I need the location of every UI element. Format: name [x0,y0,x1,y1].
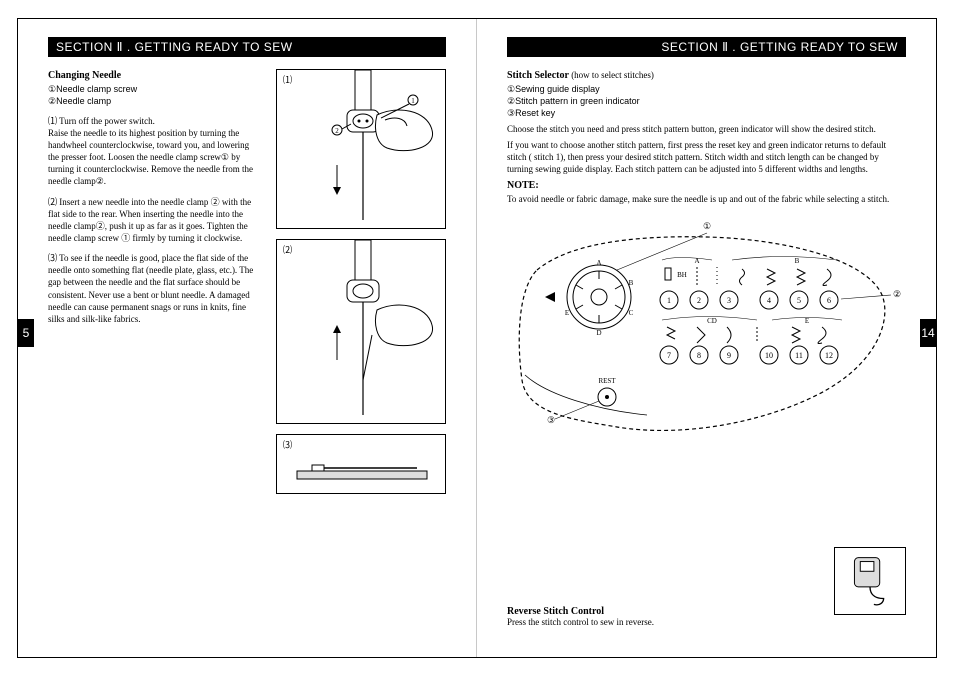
svg-text:E: E [565,309,569,317]
svg-text:2: 2 [697,296,701,305]
stitch-selector-panel: A B C D E AB BH [507,215,906,445]
note-text: To avoid needle or fabric damage, make s… [507,194,889,204]
svg-text:③: ③ [547,415,555,425]
svg-text:E: E [805,317,809,325]
svg-text:12: 12 [825,351,833,360]
needle-item-1: ①Needle clamp screw [48,83,262,95]
figure-2-label: ⑵ [283,243,292,256]
reverse-lever-icon [835,547,905,615]
rest-label: REST [598,377,616,385]
svg-text:②: ② [893,289,901,299]
changing-needle-title: Changing Needle [48,70,121,81]
svg-text:B: B [629,279,634,287]
svg-text:9: 9 [727,351,731,360]
step2-body: ⑵ Insert a new needle into the needle cl… [48,196,262,245]
section-header-left: SECTION Ⅱ . GETTING READY TO SEW [48,37,446,57]
svg-text:C: C [629,309,634,317]
svg-text:CD: CD [707,317,717,325]
page-number-tab-left: 5 [18,319,34,347]
selector-item-2: ②Stitch pattern in green indicator [507,96,640,106]
svg-text:1: 1 [411,97,415,105]
step3-body: ⑶ To see if the needle is good, place th… [48,252,262,325]
reverse-stitch-text: Press the stitch control to sew in rever… [507,617,654,627]
reverse-stitch-title: Reverse Stitch Control [507,606,654,617]
right-text-block: Stitch Selector (how to select stitches)… [507,69,906,205]
needle-remove-icon: 1 2 [277,70,447,230]
svg-text:A: A [596,259,601,267]
selector-p2: If you want to choose another stitch pat… [507,139,906,175]
svg-text:10: 10 [765,351,773,360]
needle-insert-icon [277,240,447,425]
svg-text:8: 8 [697,351,701,360]
svg-text:6: 6 [827,296,831,305]
svg-text:11: 11 [795,351,803,360]
step1-body: Raise the needle to its highest position… [48,128,253,187]
svg-text:①: ① [703,221,711,231]
reverse-stitch-block: Reverse Stitch Control Press the stitch … [507,606,654,627]
figure-3: ⑶ [276,434,446,494]
left-text-column: Changing Needle ①Needle clamp screw ②Nee… [48,69,262,494]
svg-text:D: D [596,329,601,337]
figure-2: ⑵ [276,239,446,424]
selector-item-1: ①Sewing guide display [507,84,600,94]
page-left: SECTION Ⅱ . GETTING READY TO SEW 5 Chang… [18,19,477,657]
page-right: SECTION Ⅱ . GETTING READY TO SEW 14 Stit… [477,19,936,657]
svg-text:2: 2 [335,127,339,135]
svg-text:4: 4 [767,296,771,305]
stitch-selector-subtitle: (how to select stitches) [569,70,654,80]
figure-1: ⑴ 1 2 [276,69,446,229]
svg-text:3: 3 [727,296,731,305]
manual-spread: SECTION Ⅱ . GETTING READY TO SEW 5 Chang… [17,18,937,658]
left-content: Changing Needle ①Needle clamp screw ②Nee… [48,69,446,494]
figure-1-label: ⑴ [283,73,292,86]
svg-text:7: 7 [667,351,671,360]
step1-lead: ⑴ Turn off the power switch. [48,116,155,126]
selector-p1: Choose the stitch you need and press sti… [507,123,906,135]
left-figure-column: ⑴ 1 2 [276,69,446,494]
figure-3-label: ⑶ [283,438,292,451]
needle-flat-test-icon [277,435,447,495]
note-label: NOTE: [507,180,539,191]
reverse-stitch-figure [834,547,906,615]
svg-text:1: 1 [667,296,671,305]
svg-text:B: B [795,257,800,265]
stitch-selector-title: Stitch Selector [507,70,569,81]
page-number-tab-right: 14 [920,319,936,347]
svg-text:5: 5 [797,296,801,305]
stitch-panel-icon: A B C D E AB BH [507,215,907,445]
svg-text:BH: BH [677,271,687,279]
selector-item-3: ③Reset key [507,108,555,118]
section-header-right: SECTION Ⅱ . GETTING READY TO SEW [507,37,906,57]
needle-item-2: ②Needle clamp [48,95,262,107]
